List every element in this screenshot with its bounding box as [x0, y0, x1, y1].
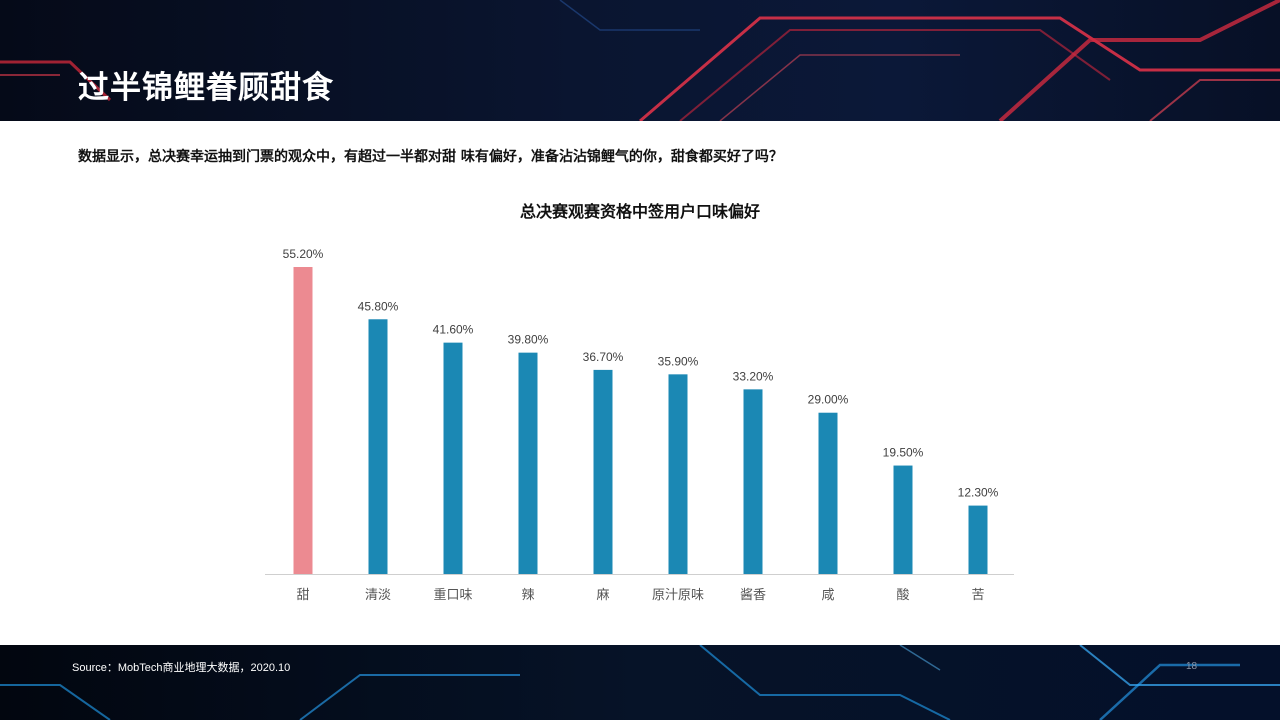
category-label-2: 重口味	[433, 587, 472, 603]
summary-text: 数据显示，总决赛幸运抽到门票的观众中，有超过一半都对甜 味有偏好，准备沾沾锦鲤气…	[78, 149, 783, 165]
page-number: 18	[1186, 661, 1198, 672]
data-label-0: 55.20%	[283, 247, 324, 261]
source-note: Source：MobTech商业地理大数据，2020.10	[72, 662, 291, 674]
data-label-9: 12.30%	[958, 486, 999, 500]
data-label-1: 45.80%	[358, 299, 399, 313]
category-label-1: 清淡	[365, 588, 391, 603]
category-label-8: 酸	[896, 588, 909, 603]
data-label-3: 39.80%	[508, 333, 549, 347]
header-banner: 过半锦鲤眷顾甜食	[0, 0, 1280, 121]
bar-2	[443, 342, 463, 574]
data-label-8: 19.50%	[883, 446, 924, 460]
footer-banner: Source：MobTech商业地理大数据，2020.10 18	[0, 645, 1280, 720]
bar-1	[368, 319, 388, 574]
bar-6	[743, 389, 763, 574]
category-label-3: 辣	[521, 588, 534, 603]
data-label-5: 35.90%	[658, 354, 699, 368]
category-label-5: 原汁原味	[652, 588, 704, 603]
category-label-4: 麻	[596, 588, 609, 603]
bar-chart: 55.20% 甜 45.80% 清淡 41.60% 重口味 39.80% 辣 36.70% 麻 35…	[265, 247, 1014, 603]
circuit-decoration-bottom	[0, 645, 1280, 720]
category-label-0: 甜	[296, 587, 309, 603]
category-label-7: 咸	[821, 588, 834, 603]
category-label-6: 酱香	[740, 588, 766, 603]
bar-4	[593, 369, 613, 574]
bar-5	[668, 374, 688, 574]
bar-3	[518, 352, 538, 574]
bar-9	[968, 505, 988, 574]
data-label-4: 36.70%	[583, 350, 624, 364]
data-label-7: 29.00%	[808, 393, 849, 407]
data-label-6: 33.20%	[733, 369, 774, 383]
chart-title: 总决赛观赛资格中签用户口味偏好	[519, 202, 760, 221]
bar-8	[893, 465, 913, 574]
category-label-9: 苦	[971, 587, 984, 603]
data-label-2: 41.60%	[433, 323, 474, 337]
circuit-decoration-top	[0, 0, 1280, 121]
bar-7	[818, 412, 838, 574]
bar-0	[293, 267, 313, 574]
page-title: 过半锦鲤眷顾甜食	[78, 70, 334, 106]
